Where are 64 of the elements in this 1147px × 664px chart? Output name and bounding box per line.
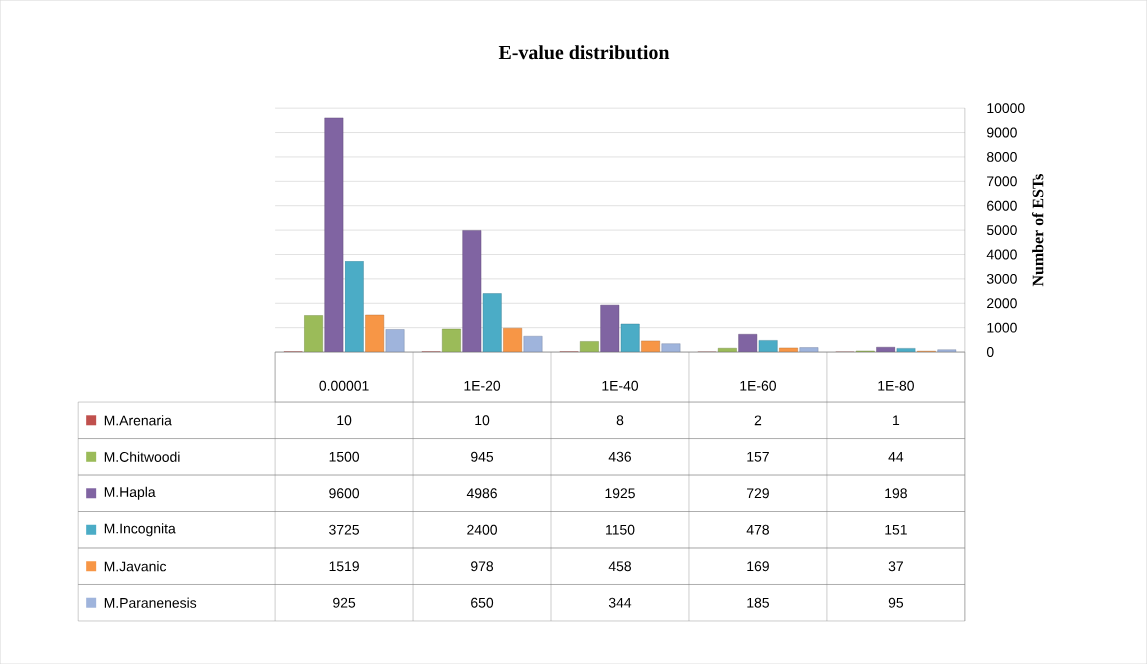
data-label: 151 — [885, 524, 907, 535]
data-label: 3725 — [329, 524, 359, 535]
data-label: 169 — [747, 561, 769, 572]
y-tick-label: 10000 — [987, 103, 1025, 114]
bar — [462, 230, 482, 352]
y-tick-label: 6000 — [987, 200, 1017, 211]
y-tick-label: 5000 — [986, 225, 1017, 235]
data-label: 8 — [616, 415, 624, 426]
legend-label: M.Incognita — [104, 523, 176, 537]
data-label: 1150 — [606, 524, 635, 535]
data-label: 2 — [754, 415, 762, 426]
data-label: 10 — [337, 415, 352, 426]
data-label: 1500 — [329, 451, 360, 462]
legend-label: M.Hapla — [104, 486, 156, 500]
legend-label: M.Arenaria — [104, 415, 172, 426]
bar — [758, 340, 778, 352]
y-tick-label: 3000 — [986, 273, 1017, 284]
data-label: 10 — [475, 415, 490, 426]
bar — [523, 335, 543, 352]
y-tick-label: 2000 — [987, 298, 1017, 309]
data-label: 157 — [747, 451, 769, 462]
data-label: 44 — [888, 451, 904, 462]
data-label: 1 — [893, 415, 900, 426]
y-tick-label: 4000 — [986, 249, 1017, 260]
data-label: 478 — [746, 524, 769, 535]
data-label: 458 — [608, 561, 632, 572]
legend-label: M.Paranenesis — [104, 597, 197, 608]
data-label: 1925 — [605, 488, 635, 499]
data-label: 729 — [747, 488, 769, 499]
data-label: 9600 — [329, 488, 360, 499]
data-label: 436 — [608, 451, 631, 462]
x-tick-label: 1E-80 — [878, 380, 914, 391]
x-tick-label: 1E-40 — [602, 380, 639, 391]
y-tick-label: 1000 — [987, 322, 1017, 333]
data-label: 978 — [471, 561, 494, 572]
y-tick-label: 7000 — [987, 176, 1017, 187]
bar — [344, 260, 364, 352]
chart-title: E-value distribution — [498, 45, 670, 60]
data-label: 1519 — [329, 561, 359, 572]
data-label: 925 — [333, 597, 356, 608]
data-label: 650 — [471, 597, 494, 608]
data-label: 4986 — [466, 488, 497, 499]
data-label: 185 — [747, 597, 769, 608]
legend-label: M.Chitwoodi — [104, 451, 180, 462]
x-tick-label: 1E-60 — [740, 380, 776, 391]
bar — [620, 323, 640, 352]
bar — [600, 304, 620, 352]
legend-label: M.Javanic — [104, 561, 167, 572]
x-tick-label: 1E-20 — [464, 380, 501, 391]
y-tick-label: 0 — [986, 347, 994, 357]
y-tick-label: 9000 — [987, 127, 1017, 138]
y-axis-title: Number of ESTs — [1032, 174, 1044, 287]
bar — [738, 334, 758, 352]
bar — [482, 293, 502, 352]
data-label: 37 — [888, 561, 903, 572]
x-tick-label: 0.00001 — [319, 380, 369, 391]
data-label: 344 — [608, 597, 632, 608]
data-label: 2400 — [467, 524, 497, 535]
y-tick-label: 8000 — [986, 151, 1017, 162]
data-label: 945 — [471, 451, 494, 462]
data-label: 198 — [885, 488, 907, 499]
bar — [324, 117, 344, 352]
bar — [385, 329, 405, 352]
data-label: 95 — [888, 597, 904, 608]
